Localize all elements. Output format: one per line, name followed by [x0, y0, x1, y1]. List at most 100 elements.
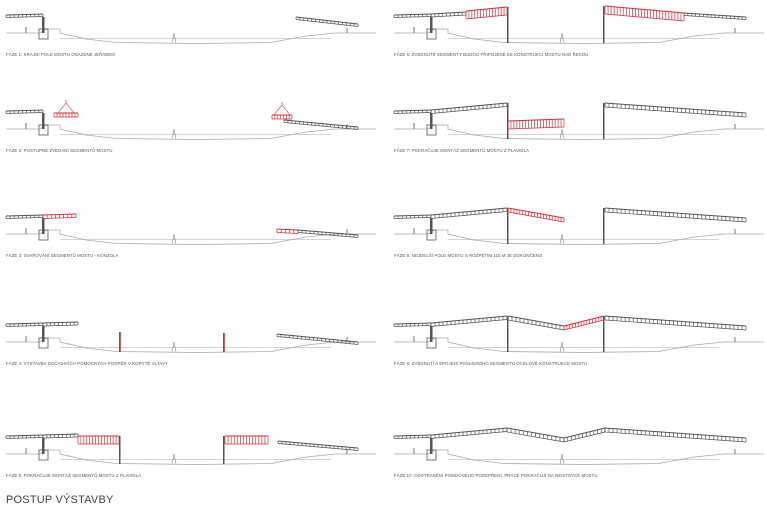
main-span-closure [507, 207, 565, 223]
center-pier [559, 128, 565, 140]
cantilever-right [276, 228, 299, 234]
floating-segment [507, 118, 565, 130]
temporary-support-right [603, 208, 605, 244]
riverbed-profile [394, 337, 764, 353]
cantilever-left [42, 433, 79, 439]
temporary-support-left [507, 316, 509, 352]
phase-3-caption: FÁZE 3: SVAŘOVÁNÍ SEGMENTŮ MOSTU - KONZO… [6, 253, 119, 258]
cantilever-left [42, 213, 77, 219]
phase-3-drawing [5, 213, 376, 245]
cantilever-left [430, 11, 467, 18]
phase-6-caption: FÁZE 6: ZVEDNUTÉ SEGMENTY BUDOU PŘIPOJEN… [394, 52, 589, 57]
phase-1-panel: FÁZE 1: KRAJNÍ POLE MOSTU OSAZENÉ JEŘÁBE… [5, 3, 376, 63]
right-main-truss [604, 427, 747, 443]
center-pier [171, 32, 177, 44]
left-pier [42, 438, 45, 454]
right-main-truss [604, 207, 747, 223]
main-span [507, 315, 565, 331]
phase-5-panel: FÁZE 5: POKRAČUJE MONTÁŽ SEGMENTŮ MOSTU … [5, 424, 376, 484]
phase-6-panel: FÁZE 6: ZVEDNUTÉ SEGMENTY BUDOU PŘIPOJEN… [393, 3, 764, 63]
left-pier [42, 326, 45, 342]
center-pier [171, 233, 177, 245]
temporary-support-right [603, 103, 605, 139]
final-segment [563, 315, 605, 331]
right-main-truss [604, 315, 747, 331]
phase-10-drawing [393, 427, 764, 465]
left-main-truss [430, 102, 508, 114]
phase-2-caption: FÁZE 2: POSTUPNÉ ZVEDÁNÍ SEGMENTŮ MOSTU [6, 148, 113, 153]
phase-7-caption: FÁZE 7: POKRAČUJE MONTÁŽ SEGMENTŮ MOSTU … [394, 148, 530, 153]
crane-left [57, 100, 75, 114]
left-main-truss [430, 207, 508, 219]
left-approach-span [393, 434, 432, 439]
phase-7-drawing [393, 102, 764, 140]
phase-9-caption: FÁZE 9: ZVEDNUTÍ A SPOJENÍ POSLEDNÍHO SE… [394, 361, 588, 366]
left-approach-span [5, 214, 44, 219]
center-pier [559, 233, 565, 245]
sheet-title: POSTUP VÝSTAVBY [6, 494, 114, 506]
left-main-truss [430, 427, 508, 439]
center-pier [559, 453, 565, 465]
temporary-support-right [603, 6, 605, 43]
phase-10-caption: FÁZE 10: ODSTRANĚNÍ POMOCNÉHO PODEPŘENÍ,… [394, 473, 598, 478]
riverbed-profile [6, 124, 376, 140]
phase-2-panel: FÁZE 2: POSTUPNÉ ZVEDÁNÍ SEGMENTŮ MOSTU [5, 99, 376, 159]
floated-segment-right [224, 435, 269, 445]
left-main-truss [430, 315, 508, 327]
floated-segment-left [77, 435, 120, 445]
phase-7-panel: FÁZE 7: POKRAČUJE MONTÁŽ SEGMENTŮ MOSTU … [393, 99, 764, 159]
phase-9-drawing [393, 315, 764, 353]
left-approach-span [5, 13, 44, 18]
phase-1-drawing [5, 13, 376, 44]
riverbed-profile [6, 449, 376, 465]
temporary-support-right [223, 333, 225, 352]
right-main-truss [604, 102, 747, 118]
left-approach-span [393, 109, 432, 114]
left-pier [430, 326, 433, 342]
phase-10-panel: FÁZE 10: ODSTRANĚNÍ POMOCNÉHO PODEPŘENÍ,… [393, 424, 764, 484]
riverbed-profile [394, 229, 764, 245]
left-pier [430, 218, 433, 234]
center-pier [559, 341, 565, 353]
right-approach-span [295, 16, 359, 27]
left-pier [42, 113, 45, 129]
center-pier [171, 453, 177, 465]
crane-right [273, 102, 291, 116]
center-pier [171, 341, 177, 353]
left-approach-span [5, 109, 44, 114]
riverbed-profile [394, 124, 764, 140]
phase-4-caption: FÁZE 4: VÝSTAVBA DOČASNÝCH POMOCNÝCH POD… [6, 361, 168, 366]
phase-1-caption: FÁZE 1: KRAJNÍ POLE MOSTU OSAZENÉ JEŘÁBE… [6, 52, 115, 57]
riverbed-profile [394, 28, 764, 44]
temporary-support-left [119, 436, 121, 464]
phase-3-panel: FÁZE 3: SVAŘOVÁNÍ SEGMENTŮ MOSTU - KONZO… [5, 204, 376, 264]
lifted-segment-left [53, 112, 79, 118]
left-approach-span [5, 434, 44, 439]
left-pier [42, 17, 45, 33]
cantilever-left [42, 321, 79, 327]
left-approach-span [393, 322, 432, 327]
temporary-support-left [507, 208, 509, 244]
riverbed-profile [6, 229, 376, 245]
riverbed-profile [6, 337, 376, 353]
phase-6-drawing [393, 5, 764, 44]
phase-8-caption: FÁZE 8: NEJDELŠÍ POLE MOSTU S ROZPĚTÍM 1… [394, 253, 543, 258]
phase-8-panel: FÁZE 8: NEJDELŠÍ POLE MOSTU S ROZPĚTÍM 1… [393, 204, 764, 264]
main-span [506, 427, 565, 443]
right-approach-span [277, 440, 359, 451]
temporary-support-right [603, 316, 605, 352]
temporary-support-left [507, 7, 509, 43]
left-pier [430, 113, 433, 129]
phase-4-panel: FÁZE 4: VÝSTAVBA DOČASNÝCH POMOCNÝCH POD… [5, 312, 376, 372]
phase-9-panel: FÁZE 9: ZVEDNUTÍ A SPOJENÍ POSLEDNÍHO SE… [393, 312, 764, 372]
left-approach-span [393, 214, 432, 219]
riverbed-profile [394, 449, 764, 465]
riverbed-profile [6, 28, 376, 44]
center-pier [559, 32, 565, 44]
left-pier [42, 218, 45, 234]
phase-2-drawing [5, 100, 376, 140]
phase-5-drawing [5, 433, 376, 465]
right-approach-span [683, 12, 747, 20]
phase-5-caption: FÁZE 5: POKRAČUJE MONTÁŽ SEGMENTŮ MOSTU … [6, 473, 142, 478]
